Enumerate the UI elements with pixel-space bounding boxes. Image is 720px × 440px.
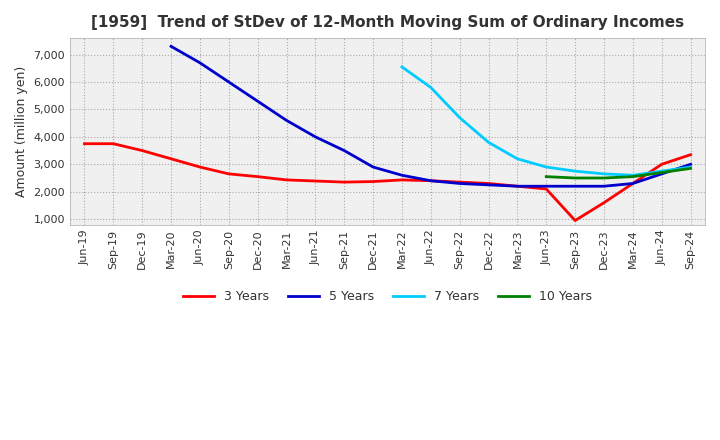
Line: 10 Years: 10 Years — [546, 169, 690, 178]
5 Years — [340, 148, 348, 153]
3 Years — [109, 141, 117, 147]
3 Years — [542, 186, 551, 191]
3 Years — [138, 148, 146, 153]
3 Years — [253, 174, 262, 179]
5 Years — [600, 183, 608, 189]
5 Years — [282, 118, 291, 123]
5 Years — [196, 60, 204, 66]
3 Years — [225, 171, 233, 176]
3 Years — [485, 181, 493, 186]
5 Years — [571, 183, 580, 189]
Line: 7 Years: 7 Years — [402, 67, 690, 175]
3 Years — [340, 180, 348, 185]
5 Years — [426, 178, 435, 183]
3 Years — [686, 152, 695, 158]
5 Years — [397, 172, 406, 178]
5 Years — [167, 44, 176, 49]
7 Years — [426, 85, 435, 90]
10 Years — [629, 174, 637, 179]
Y-axis label: Amount (million yen): Amount (million yen) — [15, 66, 28, 197]
7 Years — [600, 171, 608, 176]
3 Years — [282, 177, 291, 183]
Line: 3 Years: 3 Years — [84, 144, 690, 220]
5 Years — [629, 181, 637, 186]
3 Years — [397, 177, 406, 183]
10 Years — [600, 176, 608, 181]
5 Years — [311, 134, 320, 139]
3 Years — [455, 180, 464, 185]
10 Years — [657, 170, 666, 175]
Legend: 3 Years, 5 Years, 7 Years, 10 Years: 3 Years, 5 Years, 7 Years, 10 Years — [178, 285, 598, 308]
5 Years — [455, 181, 464, 186]
3 Years — [196, 165, 204, 170]
3 Years — [657, 161, 666, 167]
5 Years — [513, 183, 522, 189]
5 Years — [369, 165, 377, 170]
7 Years — [485, 140, 493, 145]
5 Years — [657, 171, 666, 176]
3 Years — [571, 218, 580, 223]
5 Years — [253, 99, 262, 104]
7 Years — [455, 115, 464, 120]
7 Years — [629, 172, 637, 178]
Title: [1959]  Trend of StDev of 12-Month Moving Sum of Ordinary Incomes: [1959] Trend of StDev of 12-Month Moving… — [91, 15, 684, 30]
7 Years — [571, 169, 580, 174]
7 Years — [686, 165, 695, 170]
3 Years — [80, 141, 89, 147]
3 Years — [629, 181, 637, 186]
3 Years — [426, 178, 435, 183]
5 Years — [542, 183, 551, 189]
10 Years — [571, 176, 580, 181]
3 Years — [369, 179, 377, 184]
10 Years — [686, 166, 695, 171]
5 Years — [225, 79, 233, 84]
10 Years — [542, 174, 551, 179]
3 Years — [600, 200, 608, 205]
Line: 5 Years: 5 Years — [171, 46, 690, 186]
3 Years — [167, 156, 176, 161]
3 Years — [311, 178, 320, 183]
5 Years — [485, 182, 493, 187]
7 Years — [657, 169, 666, 174]
3 Years — [513, 183, 522, 189]
7 Years — [397, 64, 406, 70]
7 Years — [513, 156, 522, 161]
5 Years — [686, 161, 695, 167]
7 Years — [542, 165, 551, 170]
